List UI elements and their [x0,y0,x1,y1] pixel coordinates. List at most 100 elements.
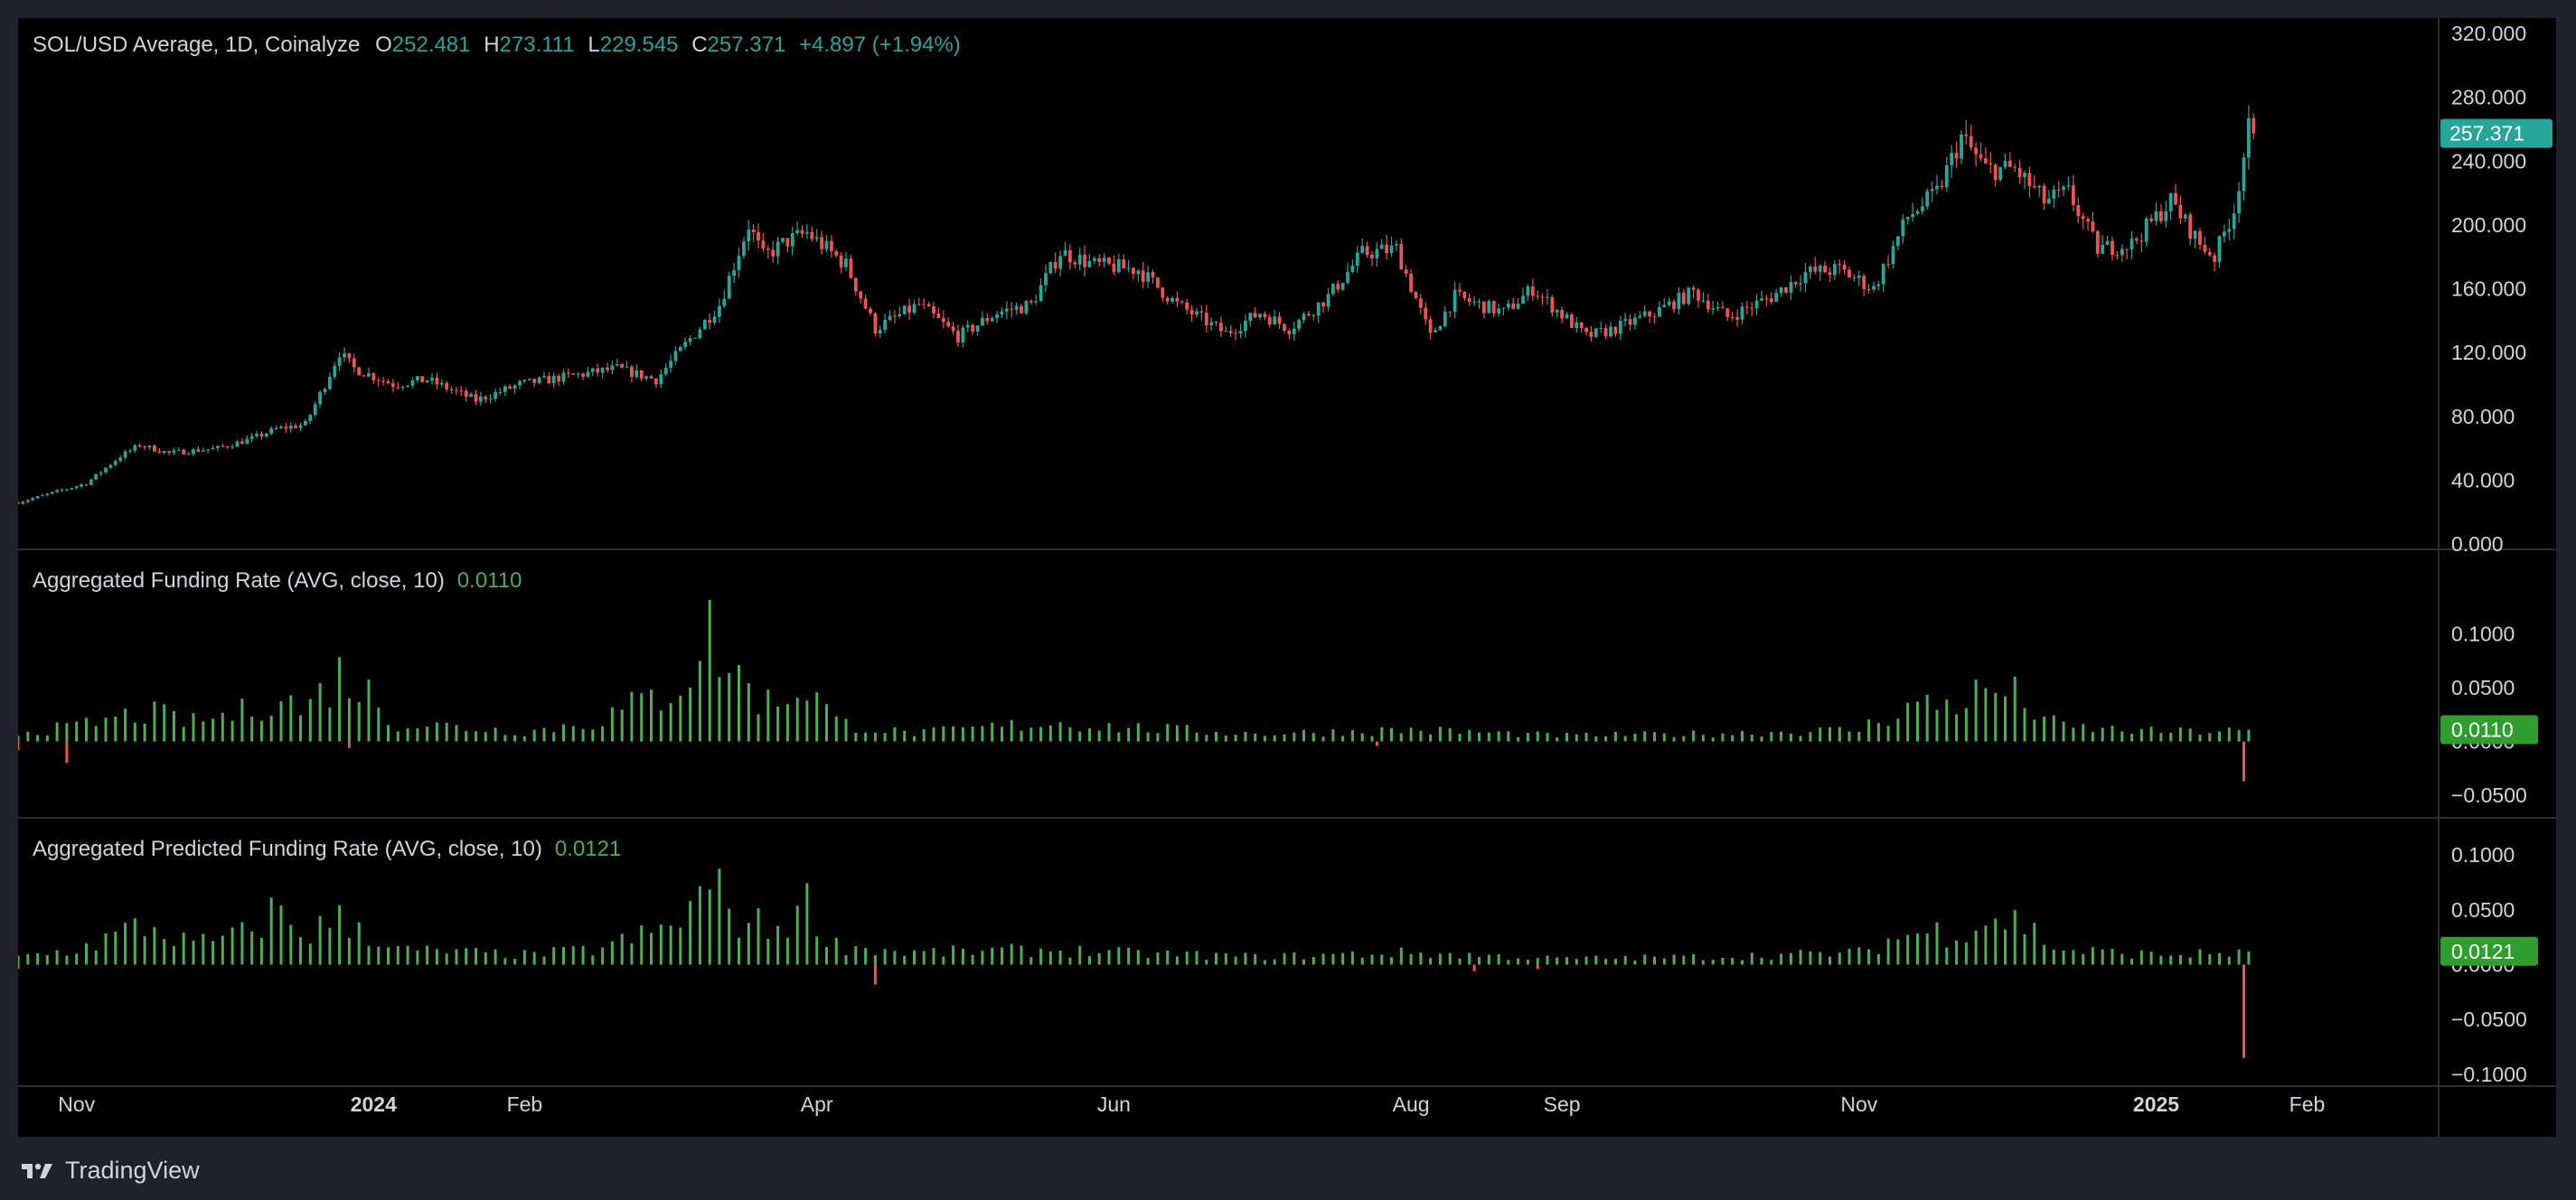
funding-bar [143,935,146,965]
time-axis-tick: Feb [2289,1092,2326,1116]
funding-bar [114,932,118,965]
candle [1385,244,1388,253]
funding-bar [1682,736,1686,742]
funding-bar [1215,952,1217,965]
candle [1764,298,1769,300]
funding-bar [854,946,858,965]
candle [1312,314,1316,316]
funding-bar [426,727,429,742]
funding-bar [610,707,614,742]
candle [455,389,458,391]
funding-bar [192,941,195,965]
funding-bar [795,697,799,742]
funding-bar-negative [2242,741,2245,782]
candle [561,372,566,382]
funding-bar [581,728,585,742]
candle [1618,321,1622,334]
candle [1063,249,1067,257]
funding-bar [1399,733,1403,742]
candle [216,445,220,448]
funding-value-badge-label: 0.0110 [2451,718,2514,742]
candle [941,318,945,323]
candle [781,238,785,242]
candle [1862,276,1866,289]
candle [376,380,381,381]
candle [225,446,230,448]
candle [698,329,702,338]
funding-bar [172,946,175,965]
candle [245,438,249,445]
candle [1365,246,1369,256]
candle [94,473,99,480]
funding-bar [581,945,585,965]
candle [878,330,882,333]
candle [893,315,897,317]
funding-bar [1039,948,1043,965]
funding-bar [1048,951,1052,965]
funding-bar [1613,959,1617,965]
funding-bar [1653,956,1656,965]
funding-bar [1575,734,1578,742]
funding-bar [1838,727,1841,742]
candle [157,451,162,453]
candle [362,375,366,377]
time-axis-tick: Feb [507,1092,543,1116]
funding-bar [1205,960,1208,965]
funding-axis-tick: 0.0500 [2451,898,2515,922]
candle [1389,245,1394,253]
candle [630,366,634,378]
funding-bar [1584,733,1588,742]
candle [274,427,278,429]
funding-bar [396,731,400,742]
candle [1482,301,1486,314]
candle [1954,153,1959,159]
candle [1735,317,1739,320]
candle [1185,302,1189,310]
candle [567,372,570,374]
candle [1409,273,1413,292]
candle [1034,301,1039,303]
candle [1988,163,1993,165]
funding-bar [1974,930,1978,965]
funding-bar [1556,957,1559,965]
funding-bar [1916,701,1919,742]
funding-bar-negative [18,741,20,751]
price-axis-tick: 320.000 [2451,22,2526,45]
chart-canvas[interactable]: 320.000 280.000 240.000 200.000 160.000 120.0… [18,18,2556,1137]
candle [702,320,707,330]
candle [2217,236,2222,262]
candle [279,427,283,428]
funding-bar [1068,957,1072,965]
funding-bar-negative [2242,964,2245,1058]
candle [1984,158,1988,164]
last-price-label: 257.371 [2449,122,2524,145]
funding-bar [1643,954,1647,965]
candle [352,358,356,368]
funding-bar [1136,950,1140,965]
funding-bar [1468,729,1471,742]
candle [2086,219,2090,222]
candle [1584,328,1588,333]
candle [65,489,69,491]
candle [2242,157,2246,192]
candle [1273,316,1277,325]
funding-bar [2178,727,2182,742]
candle [2032,185,2036,188]
funding-bar [1780,731,1783,742]
funding-bar [620,709,624,742]
candle [1258,314,1262,318]
candle [1642,311,1647,316]
funding-bar [1438,953,1442,965]
candle [722,298,727,306]
candle [494,391,497,399]
candle [557,375,560,382]
funding-bar [377,946,381,965]
brand-name: TradingView [65,1157,200,1184]
candle [1419,298,1423,308]
candle [576,373,580,375]
funding-bar [1390,727,1393,742]
tradingview-logo[interactable]: TradingView [20,1157,200,1185]
funding-bar [1507,731,1510,742]
funding-bar [1964,708,1968,742]
funding-bar [1829,727,1831,742]
